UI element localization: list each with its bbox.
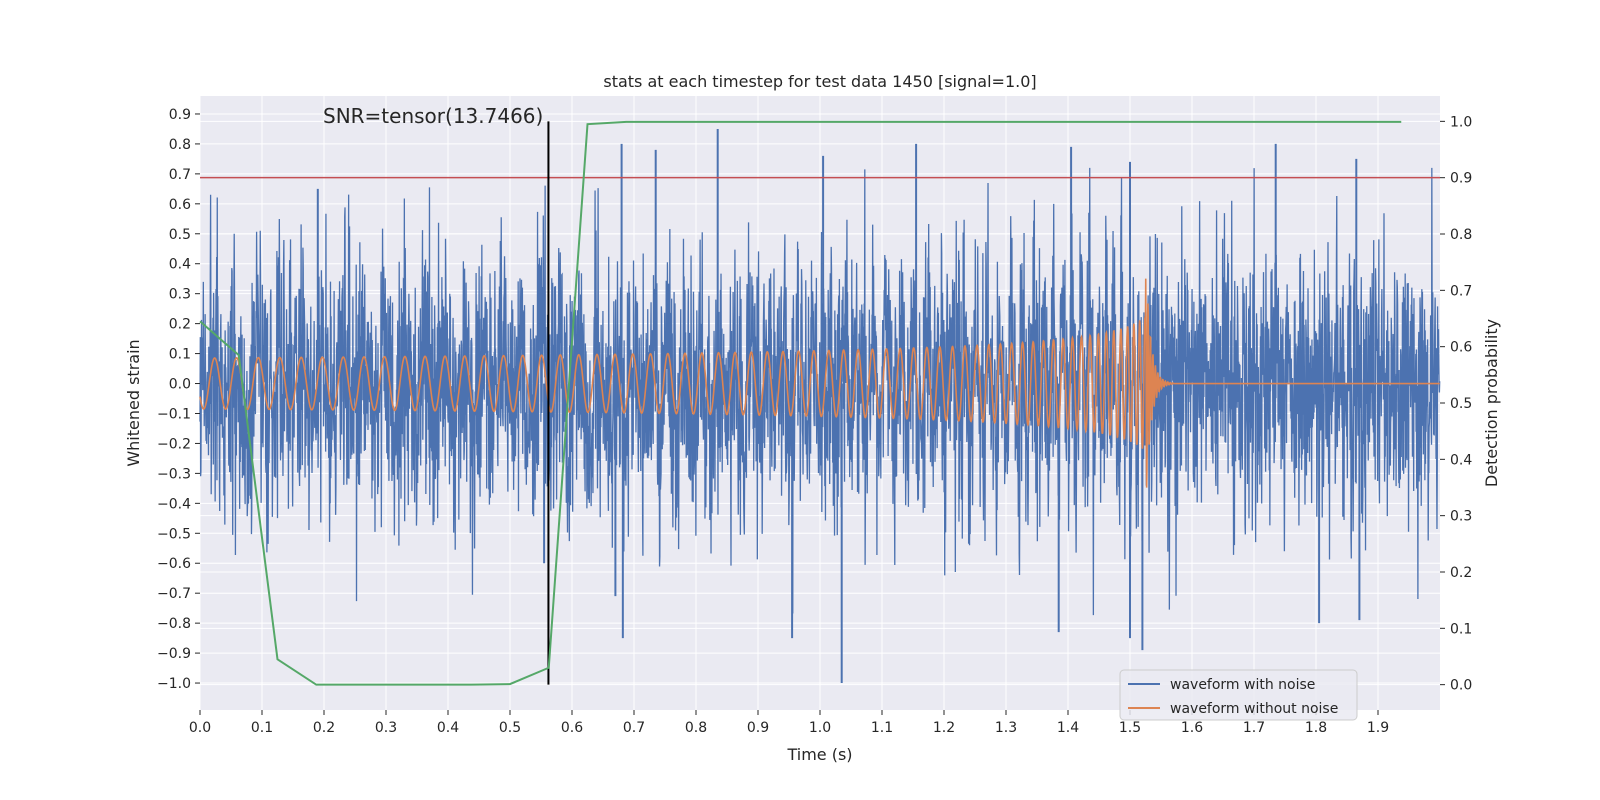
legend-box xyxy=(1119,669,1358,721)
y2-tick-label: 0.9 xyxy=(1450,171,1472,187)
y2-tick-label: 0.1 xyxy=(1450,621,1472,637)
y2-tick-label: 0.8 xyxy=(1450,227,1472,243)
x-tick-label: 1.3 xyxy=(995,720,1017,736)
y-tick-label: −0.6 xyxy=(157,556,191,572)
clean-waveform-line xyxy=(199,278,1440,488)
x-tick-label: 1.7 xyxy=(1243,720,1265,736)
y-tick-label: 0.2 xyxy=(169,317,191,333)
y-tick-label: −0.5 xyxy=(157,526,191,542)
y2-tick-label: 0.2 xyxy=(1450,565,1472,581)
y-tick-label: 0.6 xyxy=(169,197,191,213)
y2-tick-label: 0.3 xyxy=(1450,509,1472,525)
y-tick-label: 0.9 xyxy=(169,107,191,123)
y-tick-label: 0.0 xyxy=(169,377,191,393)
legend-clean-label: waveform without noise xyxy=(1170,701,1338,717)
x-tick-label: 0.2 xyxy=(313,720,335,736)
legend: waveform with noise waveform without noi… xyxy=(1119,669,1358,721)
axis-ticks: 0.0 0.1 0.2 0.3 0.4 0.5 0.6 0.7 0.8 0.9 1.0 1.1 1.2 1… xyxy=(157,107,1472,736)
plot-series xyxy=(199,120,1441,686)
x-axis-label: Time (s) xyxy=(786,745,852,764)
snr-annotation: SNR=tensor(13.7466) xyxy=(323,104,543,128)
y2-tick-label: 0.7 xyxy=(1450,283,1472,299)
x-tick-label: 1.0 xyxy=(809,720,831,736)
y-tick-label: −1.0 xyxy=(157,676,191,692)
y-tick-label: 0.3 xyxy=(169,287,191,303)
x-tick-label: 0.0 xyxy=(189,720,211,736)
x-tick-label: 1.5 xyxy=(1119,720,1141,736)
x-tick-label: 1.4 xyxy=(1057,720,1079,736)
x-tick-label: 1.6 xyxy=(1181,720,1203,736)
y-axis-label: Whitened strain xyxy=(124,339,143,466)
y2-tick-label: 1.0 xyxy=(1450,114,1472,130)
x-tick-label: 1.8 xyxy=(1305,720,1327,736)
x-tick-label: 0.5 xyxy=(499,720,521,736)
x-tick-label: 0.7 xyxy=(623,720,645,736)
y-tick-label: −0.7 xyxy=(157,586,191,602)
detection-probability-line xyxy=(199,120,1402,686)
y-tick-label: 0.7 xyxy=(169,167,191,183)
y2-axis-label: Detection probability xyxy=(1482,319,1501,487)
chart-title: stats at each timestep for test data 145… xyxy=(603,72,1036,91)
y2-tick-label: 0.5 xyxy=(1450,396,1472,412)
y2-tick-label: 0.0 xyxy=(1450,678,1472,694)
x-tick-label: 0.6 xyxy=(561,720,583,736)
x-tick-label: 0.1 xyxy=(251,720,273,736)
y2-tick-label: 0.6 xyxy=(1450,340,1472,356)
y-tick-label: −0.9 xyxy=(157,646,191,662)
y-tick-label: −0.3 xyxy=(157,466,191,482)
y-tick-label: −0.4 xyxy=(157,496,191,512)
x-tick-label: 1.2 xyxy=(933,720,955,736)
y-tick-label: 0.1 xyxy=(169,347,191,363)
y-tick-label: −0.2 xyxy=(157,436,191,452)
y-tick-label: 0.5 xyxy=(169,227,191,243)
y2-tick-label: 0.4 xyxy=(1450,452,1472,468)
x-tick-label: 0.3 xyxy=(375,720,397,736)
x-tick-label: 1.1 xyxy=(871,720,893,736)
y-tick-label: 0.8 xyxy=(169,137,191,153)
x-tick-label: 0.9 xyxy=(747,720,769,736)
x-tick-label: 0.4 xyxy=(437,720,459,736)
x-tick-label: 1.9 xyxy=(1367,720,1389,736)
y-tick-label: 0.4 xyxy=(169,257,191,273)
legend-noisy-label: waveform with noise xyxy=(1170,677,1315,693)
y-tick-label: −0.1 xyxy=(157,406,191,422)
x-tick-label: 0.8 xyxy=(685,720,707,736)
y-tick-label: −0.8 xyxy=(157,616,191,632)
